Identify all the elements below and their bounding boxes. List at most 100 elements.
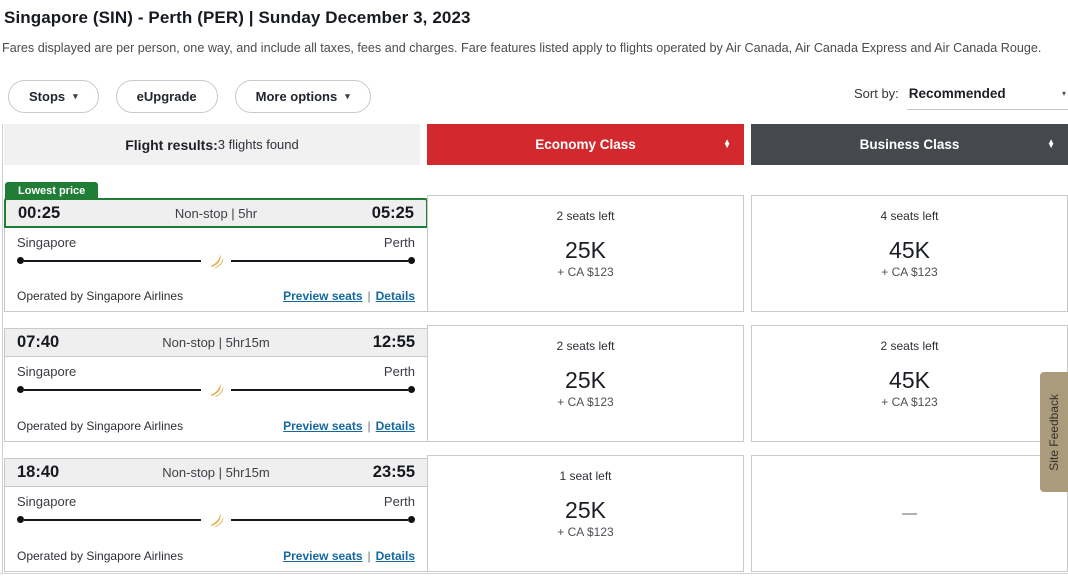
points-price: 25K <box>565 497 606 523</box>
operated-by-text: Operated by Singapore Airlines <box>17 549 184 563</box>
economy-fare-cell[interactable]: 1 seat left 25K + CA $123 <box>427 455 744 572</box>
sort-control: Sort by: Recommended ▾ <box>854 84 1068 110</box>
singapore-airlines-logo-icon <box>208 512 224 527</box>
business-class-label: Business Class <box>859 137 960 152</box>
singapore-airlines-logo-icon <box>208 382 224 397</box>
origin-dot-icon <box>17 257 24 264</box>
sort-dropdown[interactable]: Recommended ▾ <box>906 84 1068 110</box>
cash-price: + CA $123 <box>881 395 938 410</box>
eupgrade-filter-button[interactable]: eUpgrade <box>115 80 218 113</box>
flight-results-header: Flight results: 3 flights found <box>4 124 420 165</box>
chevron-down-icon: ▾ <box>345 91 350 101</box>
site-feedback-tab[interactable]: Site Feedback <box>1040 372 1068 492</box>
destination-city: Perth <box>383 364 415 379</box>
sort-arrows-icon: ▲ ▼ <box>723 136 731 151</box>
sort-selected-value: Recommended <box>908 86 1006 101</box>
results-header: Flight results: 3 flights found Economy C… <box>0 124 1068 165</box>
sort-arrows-icon: ▲ ▼ <box>1047 136 1055 151</box>
departure-time: 18:40 <box>17 463 60 481</box>
singapore-airlines-logo-icon <box>208 253 224 268</box>
origin-city: Singapore <box>17 364 77 379</box>
cash-price: + CA $123 <box>881 265 938 280</box>
details-link[interactable]: Details <box>375 549 415 563</box>
flights-found-count: 3 flights found <box>217 137 299 152</box>
business-fare-cell[interactable]: 2 seats left 45K + CA $123 <box>751 325 1068 442</box>
origin-city: Singapore <box>17 235 77 250</box>
flight-row: Lowest price 00:25 Non-stop | 5hr 05:25 … <box>0 182 1068 312</box>
origin-dot-icon <box>17 516 24 523</box>
business-fare-cell-unavailable: — <box>751 455 1068 572</box>
business-class-column-header[interactable]: Business Class ▲ ▼ <box>751 124 1068 165</box>
arrival-time: 12:55 <box>372 333 415 351</box>
preview-seats-link[interactable]: Preview seats <box>283 289 363 303</box>
flight-card-body: Singapore Perth Operated by Singapore Ai… <box>5 357 427 441</box>
flight-times-strip: 00:25 Non-stop | 5hr 05:25 <box>4 198 428 228</box>
points-price: 25K <box>565 367 606 393</box>
cash-price: + CA $123 <box>557 265 614 280</box>
route-line <box>17 382 415 397</box>
economy-class-label: Economy Class <box>535 137 636 152</box>
departure-time: 07:40 <box>17 333 60 351</box>
link-separator: | <box>367 549 371 563</box>
business-fare-cell[interactable]: 4 seats left 45K + CA $123 <box>751 195 1068 312</box>
more-options-label: More options <box>255 89 338 104</box>
economy-class-column-header[interactable]: Economy Class ▲ ▼ <box>427 124 744 165</box>
flight-times-strip: 18:40 Non-stop | 5hr15m 23:55 <box>5 459 427 487</box>
points-price: 45K <box>889 237 930 263</box>
flight-card-body: Singapore Perth Operated by Singapore Ai… <box>5 487 427 571</box>
more-options-button[interactable]: More options ▾ <box>234 80 371 113</box>
arrival-time: 23:55 <box>372 463 415 481</box>
destination-city: Perth <box>383 494 415 509</box>
destination-dot-icon <box>408 386 415 393</box>
stops-duration: Non-stop | 5hr15m <box>162 335 270 350</box>
chevron-down-icon: ▾ <box>73 91 78 101</box>
seats-left-text: 1 seat left <box>559 469 612 483</box>
stops-filter-label: Stops <box>29 89 66 104</box>
stops-duration: Non-stop | 5hr <box>174 205 258 221</box>
site-feedback-label: Site Feedback <box>1047 393 1061 471</box>
cash-price: + CA $123 <box>557 395 614 410</box>
flight-results-label: Flight results: <box>125 136 218 153</box>
flight-card: 07:40 Non-stop | 5hr15m 12:55 Singapore … <box>4 328 428 442</box>
details-link[interactable]: Details <box>375 419 415 433</box>
destination-city: Perth <box>383 235 415 250</box>
economy-fare-cell[interactable]: 2 seats left 25K + CA $123 <box>427 195 744 312</box>
seats-left-text: 2 seats left <box>556 209 615 223</box>
link-separator: | <box>367 419 371 433</box>
flight-card: Lowest price 00:25 Non-stop | 5hr 05:25 … <box>4 182 428 312</box>
destination-dot-icon <box>408 257 415 264</box>
results-bottom-border <box>0 573 1068 574</box>
link-separator: | <box>367 289 371 303</box>
economy-fare-cell[interactable]: 2 seats left 25K + CA $123 <box>427 325 744 442</box>
chevron-down-icon: ▾ <box>1061 89 1066 98</box>
departure-time: 00:25 <box>18 203 61 222</box>
points-price: 25K <box>565 237 606 263</box>
sort-by-label: Sort by: <box>854 86 899 101</box>
details-link[interactable]: Details <box>375 289 415 303</box>
flight-row: 18:40 Non-stop | 5hr15m 23:55 Singapore … <box>0 455 1068 572</box>
flight-card-body: Singapore Perth Operated by Singapore Ai… <box>5 228 427 311</box>
route-line <box>17 512 415 527</box>
operated-by-text: Operated by Singapore Airlines <box>17 419 184 433</box>
origin-dot-icon <box>17 386 24 393</box>
stops-filter-button[interactable]: Stops ▾ <box>8 80 99 113</box>
lowest-price-badge: Lowest price <box>5 182 99 200</box>
origin-city: Singapore <box>17 494 77 509</box>
seats-left-text: 2 seats left <box>880 339 939 353</box>
points-price: 45K <box>889 367 930 393</box>
stops-duration: Non-stop | 5hr15m <box>162 465 270 480</box>
cash-price: + CA $123 <box>557 525 614 540</box>
panel-left-border <box>2 124 3 573</box>
flight-times-strip: 07:40 Non-stop | 5hr15m 12:55 <box>5 329 427 357</box>
preview-seats-link[interactable]: Preview seats <box>283 419 363 433</box>
route-line <box>17 253 415 268</box>
flight-card: 18:40 Non-stop | 5hr15m 23:55 Singapore … <box>4 458 428 572</box>
filter-bar: Stops ▾ eUpgrade More options ▾ <box>8 80 371 113</box>
fare-unavailable-dash: — <box>902 505 917 522</box>
seats-left-text: 4 seats left <box>880 209 939 223</box>
fare-disclaimer: Fares displayed are per person, one way,… <box>2 41 1042 55</box>
seats-left-text: 2 seats left <box>556 339 615 353</box>
preview-seats-link[interactable]: Preview seats <box>283 549 363 563</box>
flight-row: 07:40 Non-stop | 5hr15m 12:55 Singapore … <box>0 325 1068 442</box>
